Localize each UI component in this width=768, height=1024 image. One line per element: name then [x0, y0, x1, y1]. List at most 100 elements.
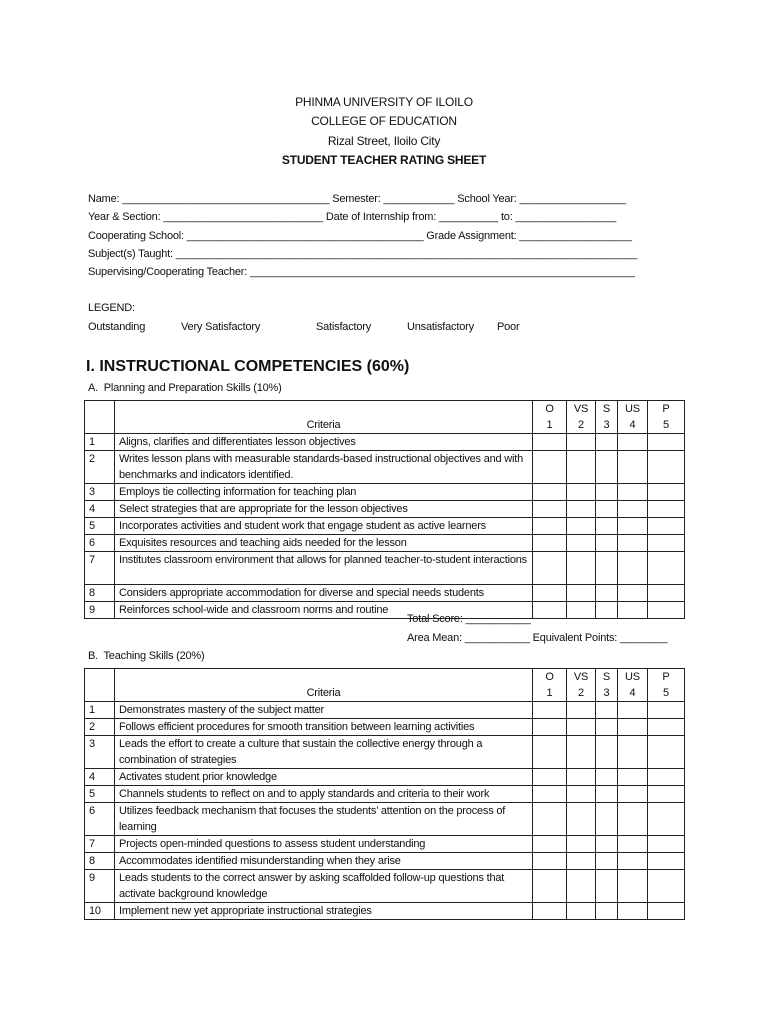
rating-cell[interactable] — [595, 902, 618, 920]
rating-cell[interactable] — [566, 500, 596, 518]
rating-cell[interactable] — [647, 718, 685, 736]
rating-cell[interactable] — [617, 433, 648, 451]
rating-cell[interactable] — [647, 551, 685, 585]
rating-cell[interactable] — [617, 534, 648, 552]
rating-cell[interactable] — [647, 902, 685, 920]
rating-cell[interactable] — [617, 785, 648, 803]
rating-cell[interactable] — [532, 835, 567, 853]
rating-cell[interactable] — [595, 500, 618, 518]
rating-cell[interactable] — [595, 483, 618, 501]
rating-cell[interactable] — [647, 517, 685, 535]
rating-cell[interactable] — [595, 718, 618, 736]
rating-cell[interactable] — [647, 869, 685, 903]
rating-cell[interactable] — [566, 450, 596, 484]
rating-cell[interactable] — [595, 551, 618, 585]
rating-cell[interactable] — [617, 601, 648, 619]
rating-cell[interactable] — [617, 768, 648, 786]
rating-cell[interactable] — [566, 852, 596, 870]
rating-cell[interactable] — [617, 802, 648, 836]
rating-cell[interactable] — [566, 768, 596, 786]
rating-cell[interactable] — [532, 852, 567, 870]
rating-cell[interactable] — [532, 500, 567, 518]
rating-cell[interactable] — [595, 534, 618, 552]
rating-cell[interactable] — [595, 450, 618, 484]
rating-cell[interactable] — [647, 701, 685, 719]
rating-cell[interactable] — [647, 852, 685, 870]
rating-cell[interactable] — [617, 584, 648, 602]
rating-cell[interactable] — [595, 869, 618, 903]
rating-cell[interactable] — [532, 450, 567, 484]
area-mean[interactable]: Area Mean: ___________ Equivalent Points… — [407, 632, 668, 644]
rating-cell[interactable] — [617, 869, 648, 903]
rating-cell[interactable] — [617, 902, 648, 920]
field-cooperating-school[interactable]: Cooperating School: ____________________… — [88, 230, 632, 242]
rating-cell[interactable] — [566, 785, 596, 803]
rating-cell[interactable] — [566, 735, 596, 769]
rating-cell[interactable] — [595, 584, 618, 602]
rating-cell[interactable] — [647, 584, 685, 602]
rating-cell[interactable] — [566, 584, 596, 602]
rating-cell[interactable] — [617, 517, 648, 535]
rating-cell[interactable] — [647, 450, 685, 484]
rating-cell[interactable] — [566, 433, 596, 451]
rating-cell[interactable] — [532, 785, 567, 803]
rating-cell[interactable] — [532, 483, 567, 501]
rating-cell[interactable] — [566, 483, 596, 501]
rating-cell[interactable] — [566, 902, 596, 920]
rating-cell[interactable] — [532, 869, 567, 903]
rating-cell[interactable] — [647, 433, 685, 451]
rating-cell[interactable] — [566, 601, 596, 619]
rating-cell[interactable] — [532, 902, 567, 920]
field-subjects[interactable]: Subject(s) Taught: _____________________… — [88, 248, 638, 260]
rating-cell[interactable] — [617, 450, 648, 484]
rating-cell[interactable] — [566, 835, 596, 853]
rating-cell[interactable] — [566, 869, 596, 903]
rating-cell[interactable] — [617, 735, 648, 769]
rating-cell[interactable] — [566, 718, 596, 736]
rating-cell[interactable] — [566, 517, 596, 535]
rating-cell[interactable] — [532, 601, 567, 619]
rating-cell[interactable] — [647, 735, 685, 769]
rating-cell[interactable] — [566, 802, 596, 836]
rating-cell[interactable] — [532, 517, 567, 535]
total-score[interactable]: Total Score: ___________ — [407, 613, 531, 625]
rating-cell[interactable] — [647, 483, 685, 501]
rating-cell[interactable] — [532, 534, 567, 552]
rating-cell[interactable] — [595, 835, 618, 853]
rating-cell[interactable] — [532, 551, 567, 585]
rating-cell[interactable] — [617, 718, 648, 736]
rating-cell[interactable] — [617, 835, 648, 853]
rating-cell[interactable] — [595, 735, 618, 769]
rating-cell[interactable] — [617, 500, 648, 518]
rating-cell[interactable] — [647, 835, 685, 853]
rating-cell[interactable] — [595, 802, 618, 836]
field-name[interactable]: Name: __________________________________… — [88, 193, 627, 205]
rating-cell[interactable] — [566, 701, 596, 719]
rating-cell[interactable] — [532, 433, 567, 451]
rating-cell[interactable] — [566, 551, 596, 585]
rating-cell[interactable] — [595, 852, 618, 870]
rating-cell[interactable] — [532, 802, 567, 836]
rating-cell[interactable] — [647, 601, 685, 619]
rating-cell[interactable] — [595, 701, 618, 719]
rating-cell[interactable] — [595, 768, 618, 786]
rating-cell[interactable] — [595, 517, 618, 535]
rating-cell[interactable] — [617, 701, 648, 719]
rating-cell[interactable] — [647, 768, 685, 786]
rating-cell[interactable] — [532, 701, 567, 719]
rating-cell[interactable] — [647, 534, 685, 552]
rating-cell[interactable] — [617, 852, 648, 870]
rating-cell[interactable] — [595, 785, 618, 803]
field-year-section[interactable]: Year & Section: ________________________… — [88, 211, 617, 223]
rating-cell[interactable] — [647, 802, 685, 836]
rating-cell[interactable] — [566, 534, 596, 552]
rating-cell[interactable] — [532, 735, 567, 769]
rating-cell[interactable] — [532, 584, 567, 602]
rating-cell[interactable] — [647, 500, 685, 518]
rating-cell[interactable] — [595, 433, 618, 451]
field-teacher[interactable]: Supervising/Cooperating Teacher: _______… — [88, 266, 635, 278]
rating-cell[interactable] — [617, 483, 648, 501]
rating-cell[interactable] — [617, 551, 648, 585]
rating-cell[interactable] — [532, 718, 567, 736]
rating-cell[interactable] — [595, 601, 618, 619]
